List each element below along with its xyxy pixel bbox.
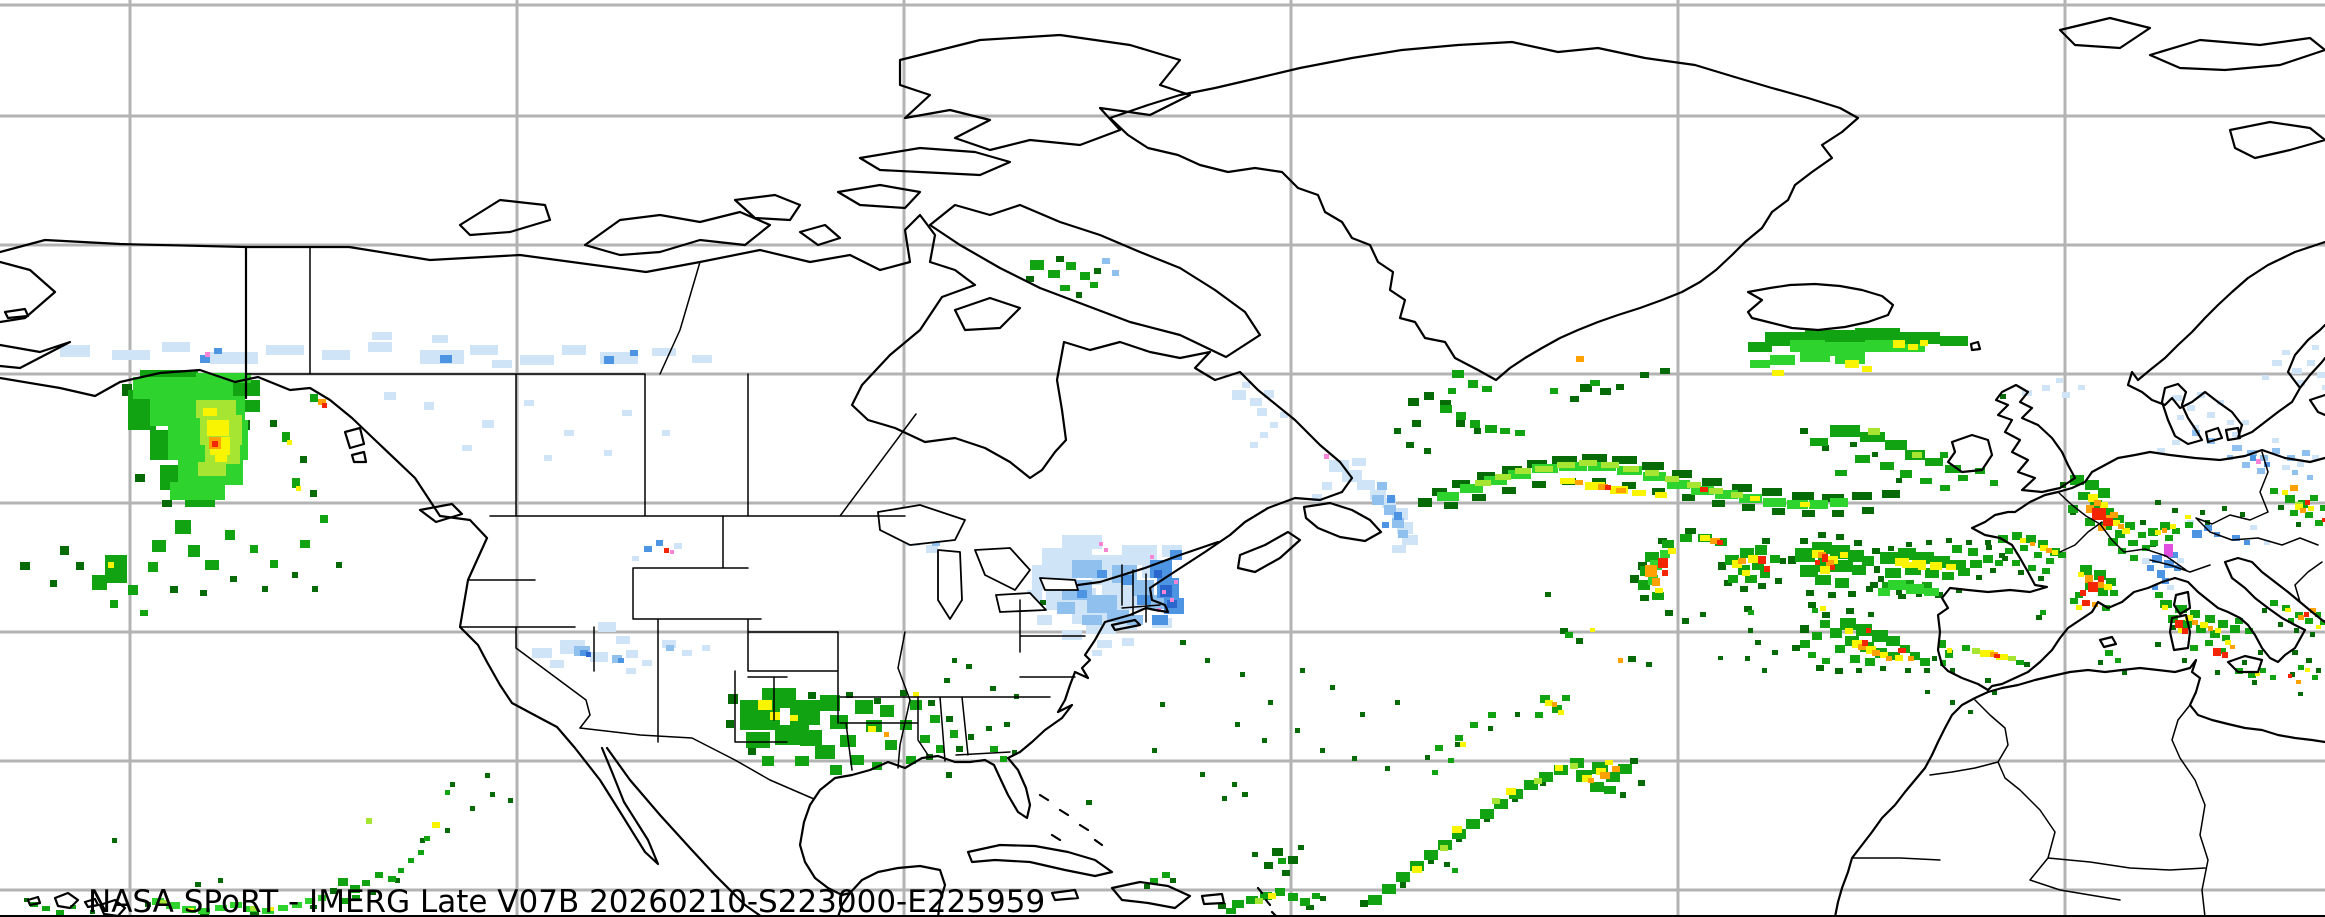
coastlines-arctic-islands — [458, 33, 1262, 359]
political-borders-north-america — [245, 247, 1161, 800]
product-title-label: NASA SPoRT - IMERG Late V07B 20260210-S2… — [88, 884, 1046, 917]
coastlines-africa — [1833, 658, 2325, 917]
coastlines-europe — [1936, 240, 2325, 692]
coastlines-greenland-iceland — [1108, 16, 2325, 382]
political-borders-europe — [2057, 451, 2323, 603]
coastlines-north-america — [0, 213, 1383, 917]
map-frame — [0, 915, 2325, 917]
precipitation-raster-layer — [20, 256, 2325, 916]
